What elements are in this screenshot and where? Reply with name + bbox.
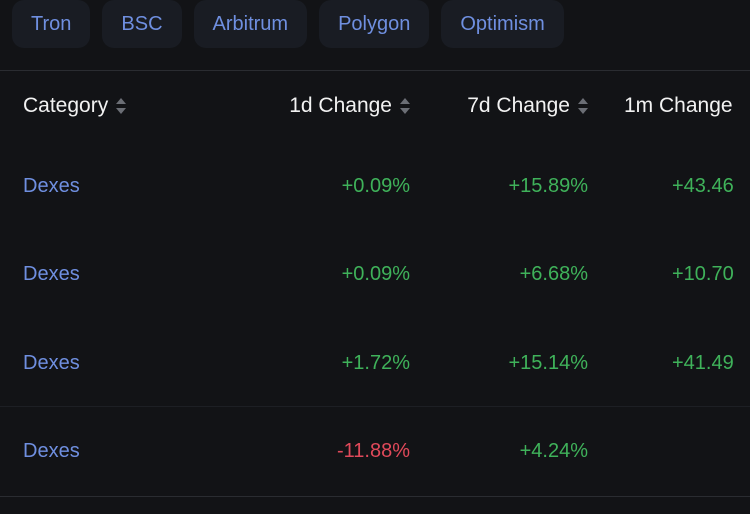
sort-icon[interactable] bbox=[400, 98, 410, 114]
change-1d: -11.88% bbox=[336, 440, 410, 462]
change-1d: +1.72% bbox=[341, 351, 410, 374]
chain-pill-tron[interactable]: Tron bbox=[12, 0, 91, 48]
category-link[interactable]: Dexes bbox=[23, 174, 80, 197]
table-row[interactable]: Dexes -11.88% +4.24% bbox=[0, 408, 750, 496]
chain-pill-arbitrum[interactable]: Arbitrum bbox=[193, 0, 308, 48]
header-1d-change[interactable]: 1d Change bbox=[289, 62, 410, 150]
sort-icon[interactable] bbox=[116, 98, 127, 114]
change-1m: +10.70 bbox=[672, 263, 734, 285]
sort-icon[interactable] bbox=[578, 98, 588, 114]
change-7d: +15.89% bbox=[508, 174, 588, 197]
chain-pill-polygon[interactable]: Polygon bbox=[319, 0, 430, 48]
change-1m bbox=[672, 408, 750, 496]
row-divider bbox=[0, 406, 750, 407]
table-row[interactable]: Dexes +0.09% +15.89% +43.46 bbox=[0, 142, 750, 230]
chain-filter-bar: Tron BSC Arbitrum Polygon Optimism bbox=[12, 0, 564, 48]
change-1d: +0.09% bbox=[341, 263, 410, 285]
change-7d: +4.24% bbox=[519, 440, 588, 462]
table-row[interactable]: Dexes +1.72% +15.14% +41.49 bbox=[0, 319, 750, 407]
change-7d: +6.68% bbox=[519, 263, 588, 285]
header-7d-change[interactable]: 7d Change bbox=[467, 62, 588, 150]
chain-pill-optimism[interactable]: Optimism bbox=[441, 0, 564, 48]
divider bbox=[0, 70, 750, 71]
category-link[interactable]: Dexes bbox=[23, 351, 80, 374]
category-link[interactable]: Dexes bbox=[23, 263, 80, 285]
category-link[interactable]: Dexes bbox=[23, 440, 80, 462]
table-row[interactable]: Dexes +0.09% +6.68% +10.70 bbox=[0, 231, 750, 319]
row-divider bbox=[0, 496, 750, 497]
chain-pill-bsc[interactable]: BSC bbox=[102, 0, 182, 48]
change-1m: +41.49 bbox=[672, 351, 734, 374]
header-1m-change[interactable]: 1m Change bbox=[624, 94, 733, 117]
change-7d: +15.14% bbox=[508, 351, 588, 374]
table-header: Category 1d Change 7d Change 1m Change bbox=[0, 62, 750, 150]
change-1m: +43.46 bbox=[672, 174, 734, 197]
change-1d: +0.09% bbox=[341, 174, 410, 197]
header-category[interactable]: Category bbox=[23, 62, 127, 150]
